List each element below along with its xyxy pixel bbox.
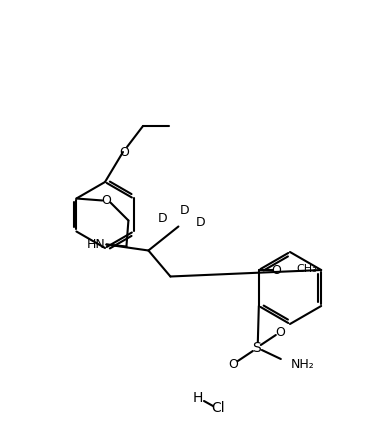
Text: S: S [252, 341, 261, 355]
Text: H: H [193, 391, 203, 405]
Text: O: O [228, 358, 238, 371]
Text: D: D [180, 204, 189, 217]
Text: O: O [119, 146, 129, 159]
Text: D: D [195, 216, 205, 229]
Text: O: O [275, 326, 285, 338]
Text: O: O [271, 263, 281, 276]
Text: HN: HN [87, 238, 106, 251]
Text: CH₃: CH₃ [297, 264, 318, 274]
Text: NH₂: NH₂ [291, 358, 315, 371]
Text: Cl: Cl [211, 401, 225, 415]
Text: D: D [158, 212, 167, 225]
Text: O: O [101, 194, 111, 207]
